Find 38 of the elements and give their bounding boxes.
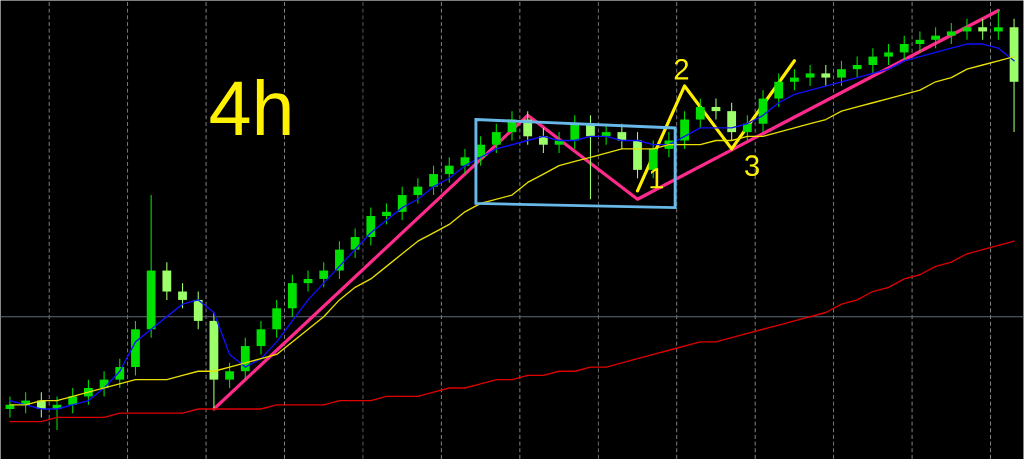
candlestick (162, 261, 172, 301)
candlestick (805, 64, 815, 87)
candlestick (272, 299, 282, 339)
annotation: 3 (745, 155, 759, 176)
candlestick (570, 114, 580, 150)
candlestick (978, 18, 988, 41)
candlestick (837, 60, 846, 87)
candlestick (695, 97, 705, 129)
candlestick (335, 240, 344, 280)
annotation: 4h (210, 78, 290, 135)
annotation: 2 (674, 58, 689, 80)
annotation: 1 (650, 168, 664, 189)
candlestick (397, 185, 407, 221)
candlestick (256, 320, 266, 355)
candlestick (727, 102, 737, 141)
candlestick (413, 177, 423, 204)
candlestick (225, 362, 234, 389)
candlestick (852, 55, 862, 78)
candlestick (931, 26, 941, 49)
candlestick (444, 156, 454, 183)
candlestick (993, 9, 1003, 41)
candlestick (868, 47, 878, 74)
candlestick (774, 72, 784, 108)
candlestick (491, 123, 501, 154)
candlestick (350, 227, 360, 259)
candlestick (319, 261, 329, 288)
candlestick (429, 164, 438, 196)
candlestick (680, 110, 689, 150)
candlestick (946, 22, 956, 45)
candlestick (790, 68, 799, 91)
candlestick (884, 43, 893, 66)
candlestick (899, 34, 909, 62)
candlestick (821, 64, 831, 87)
candlestick (366, 206, 376, 246)
candlestick (382, 202, 391, 225)
candlestick (193, 290, 203, 330)
candlestick (742, 114, 752, 141)
candlestick (178, 282, 187, 309)
